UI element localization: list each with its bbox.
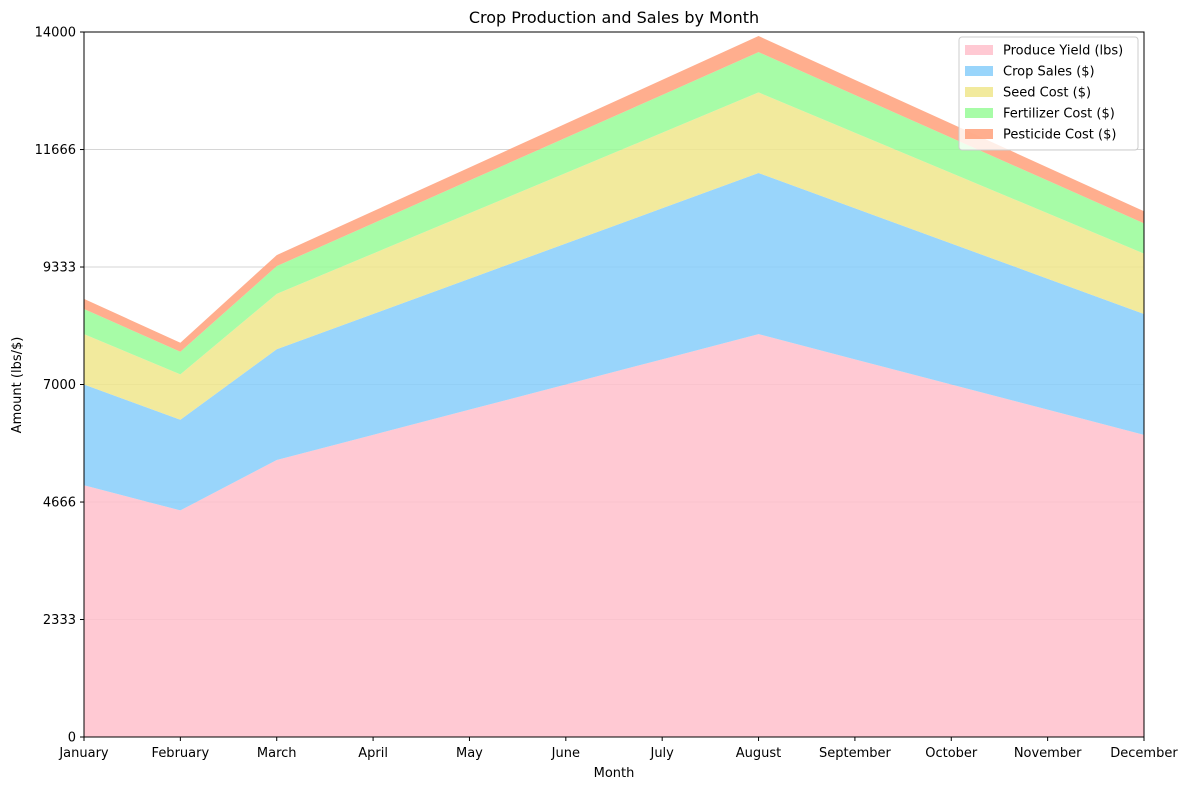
y-ticks: 0 2333 4666 7000 9333 11666 14000 — [35, 26, 84, 746]
x-axis-label: Month — [594, 766, 635, 781]
y-tick-label: 11666 — [35, 143, 76, 158]
x-ticks: January February March April May June July Augu… — [58, 737, 1178, 761]
x-tick-label: February — [152, 746, 210, 761]
legend-swatch — [965, 108, 993, 118]
x-tick-label: May — [456, 746, 483, 761]
stacked-areas — [84, 36, 1144, 737]
x-tick-label: October — [925, 746, 978, 761]
x-tick-label: December — [1110, 746, 1178, 761]
legend-swatch — [965, 129, 993, 139]
area-series-3 — [84, 92, 1144, 420]
y-tick-label: 9333 — [43, 261, 76, 276]
legend-swatch — [965, 87, 993, 97]
x-tick-label: July — [649, 746, 674, 761]
x-tick-label: April — [358, 746, 388, 761]
area-series-2 — [84, 173, 1144, 511]
y-tick-label: 0 — [68, 731, 76, 746]
legend-swatch — [965, 66, 993, 76]
y-tick-label: 2333 — [43, 613, 76, 628]
legend-swatch — [965, 45, 993, 55]
legend-label: Crop Sales ($) — [1003, 65, 1095, 80]
x-tick-label: November — [1014, 746, 1082, 761]
chart-title: Crop Production and Sales by Month — [469, 8, 759, 27]
area-series-1 — [84, 334, 1144, 737]
x-tick-label: June — [551, 746, 580, 761]
y-axis-label: Amount (lbs/$) — [10, 337, 25, 434]
y-tick-label: 7000 — [43, 378, 76, 393]
legend-box — [958, 36, 1139, 151]
x-tick-label: August — [736, 746, 782, 761]
legend-label: Pesticide Cost ($) — [1003, 128, 1116, 143]
area-series-4 — [84, 52, 1144, 375]
legend: Produce Yield (lbs) Crop Sales ($) Seed Co… — [958, 36, 1139, 151]
legend-label: Seed Cost ($) — [1003, 86, 1091, 101]
legend-label: Fertilizer Cost ($) — [1003, 107, 1115, 122]
x-tick-label: January — [58, 746, 109, 761]
x-tick-label: March — [257, 746, 297, 761]
y-tick-label: 4666 — [43, 496, 76, 511]
legend-label: Produce Yield (lbs) — [1003, 44, 1123, 59]
x-tick-label: September — [819, 746, 892, 761]
y-tick-label: 14000 — [35, 26, 76, 41]
